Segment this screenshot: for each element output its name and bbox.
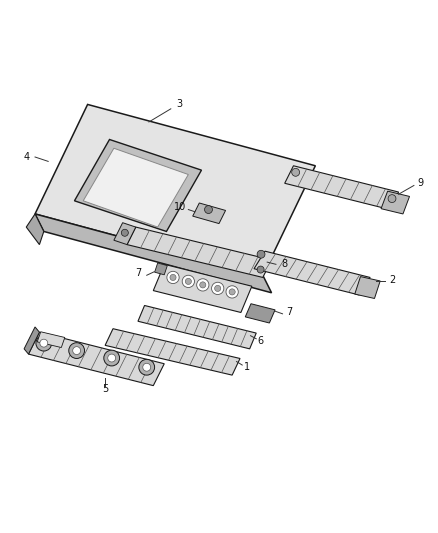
Polygon shape xyxy=(138,305,256,349)
Circle shape xyxy=(40,339,48,347)
Circle shape xyxy=(170,274,176,280)
Circle shape xyxy=(69,343,85,359)
Circle shape xyxy=(197,279,209,291)
Text: 1: 1 xyxy=(244,362,251,372)
Circle shape xyxy=(108,354,116,362)
Polygon shape xyxy=(254,251,370,295)
Circle shape xyxy=(212,282,224,295)
Polygon shape xyxy=(127,227,272,278)
Polygon shape xyxy=(105,329,240,375)
Text: 2: 2 xyxy=(389,274,395,285)
Polygon shape xyxy=(35,104,315,275)
Circle shape xyxy=(200,282,206,288)
Circle shape xyxy=(143,364,151,371)
Circle shape xyxy=(257,266,264,273)
Circle shape xyxy=(182,275,194,287)
Text: 9: 9 xyxy=(417,178,424,188)
Circle shape xyxy=(292,168,300,176)
Polygon shape xyxy=(83,148,188,227)
Polygon shape xyxy=(153,264,252,312)
Polygon shape xyxy=(155,263,167,275)
Text: 10: 10 xyxy=(173,203,186,212)
Polygon shape xyxy=(74,140,201,231)
Circle shape xyxy=(167,271,179,284)
Polygon shape xyxy=(35,214,272,293)
Text: 5: 5 xyxy=(102,384,108,394)
Text: 7: 7 xyxy=(135,268,141,278)
Text: 8: 8 xyxy=(282,260,288,269)
Text: 6: 6 xyxy=(258,336,264,346)
Polygon shape xyxy=(193,203,226,223)
Circle shape xyxy=(139,359,155,375)
Circle shape xyxy=(36,335,52,351)
Polygon shape xyxy=(37,332,65,348)
Polygon shape xyxy=(114,223,136,245)
Polygon shape xyxy=(285,166,399,209)
Circle shape xyxy=(388,195,396,203)
Circle shape xyxy=(73,346,81,354)
Circle shape xyxy=(226,286,238,298)
Text: 3: 3 xyxy=(177,100,183,109)
Polygon shape xyxy=(355,277,380,298)
Circle shape xyxy=(257,251,265,258)
Polygon shape xyxy=(26,214,44,245)
Polygon shape xyxy=(28,332,164,386)
Circle shape xyxy=(185,278,191,285)
Circle shape xyxy=(215,285,221,292)
Circle shape xyxy=(229,289,235,295)
Polygon shape xyxy=(381,191,410,214)
Circle shape xyxy=(104,350,120,366)
Circle shape xyxy=(121,229,128,236)
Circle shape xyxy=(205,206,212,214)
Polygon shape xyxy=(245,304,275,323)
Polygon shape xyxy=(24,327,39,354)
Text: 4: 4 xyxy=(23,152,29,162)
Text: 7: 7 xyxy=(286,308,292,318)
